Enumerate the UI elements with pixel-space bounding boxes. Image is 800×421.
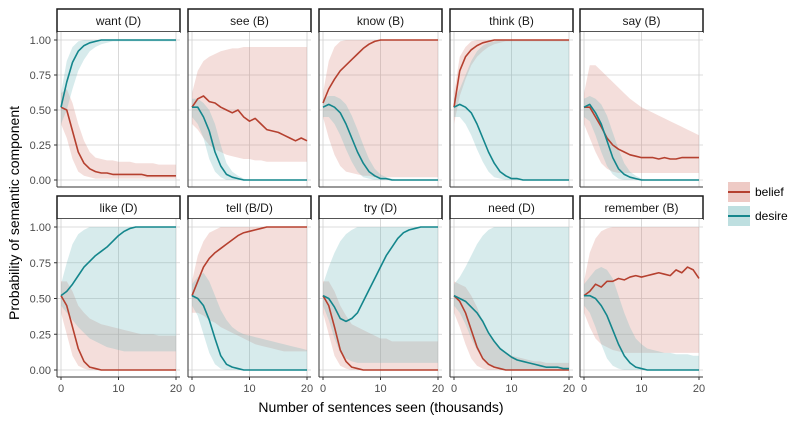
legend-label: desire: [755, 209, 788, 223]
legend: belief desire: [728, 182, 788, 226]
desire-series-line: [60, 226, 176, 297]
x-tick-label: 10: [505, 383, 517, 395]
x-tick-label: 20: [432, 383, 444, 395]
x-tick-label: 10: [374, 383, 386, 395]
facet-title: tell (B/D): [226, 201, 273, 215]
y-tick-labels: 0.00 0.25 0.50 0.75 1.00 0.00 0.25 0.50 0.75 1.00: [30, 35, 57, 377]
y-tick-label: 0.00: [30, 365, 51, 377]
belief-series-line: [191, 95, 308, 142]
belief-interval-band: [454, 40, 569, 124]
x-tick-label: 0: [189, 383, 195, 395]
facet-panel: need (D): [449, 195, 574, 378]
desire-interval-band: [454, 227, 569, 370]
desire-series-line: [191, 294, 307, 371]
y-tick-label: 1.00: [30, 222, 51, 234]
x-tick-labels: 0 10 20 0 10 20 0 10 20 0 10 20 0 10 20: [58, 377, 705, 395]
facet-panel: remember (B): [579, 195, 704, 378]
facet-panel: tell (B/D): [187, 195, 312, 378]
desire-series-line: [60, 39, 176, 108]
desire-interval-band: [61, 227, 176, 352]
facet-panel: want (D): [56, 8, 181, 188]
panels-layer: want (D) see (B) know (B) think (B) say (B) l…: [56, 8, 704, 378]
x-tick-label: 20: [301, 383, 313, 395]
desire-interval-band: [584, 267, 699, 370]
facet-panel: see (B): [187, 8, 312, 188]
y-tick-label: 0.25: [30, 329, 51, 341]
desire-interval-band: [454, 40, 569, 180]
facet-title: like (D): [100, 201, 138, 215]
x-axis-title: Number of sentences seen (thousands): [258, 399, 503, 415]
y-tick-label: 0.50: [30, 294, 51, 306]
facet-title: want (D): [95, 14, 141, 28]
x-tick-label: 0: [320, 383, 326, 395]
belief-interval-band: [192, 227, 307, 352]
y-tick-label: 0.50: [30, 105, 51, 117]
belief-series-line: [453, 39, 569, 108]
facet-panel: think (B): [449, 8, 574, 188]
facet-title: remember (B): [604, 201, 678, 215]
desire-interval-band: [61, 40, 176, 124]
x-tick-label: 10: [243, 383, 255, 395]
belief-interval-band: [61, 281, 176, 370]
x-tick-label: 20: [170, 383, 182, 395]
y-tick-label: 0.75: [30, 258, 51, 270]
x-tick-label: 20: [563, 383, 575, 395]
x-tick-label: 0: [451, 383, 457, 395]
belief-series-line: [191, 226, 307, 296]
facet-title: say (B): [622, 14, 660, 28]
facet-panel: know (B): [318, 8, 443, 188]
facet-title: think (B): [489, 14, 534, 28]
y-tick-label: 0.00: [30, 175, 51, 187]
desire-series-line: [322, 226, 438, 323]
facet-panel: like (D): [56, 195, 181, 378]
belief-interval-band: [61, 89, 176, 179]
facet-panel: try (D): [318, 195, 443, 378]
belief-interval-band: [454, 281, 569, 370]
facet-title: know (B): [357, 14, 404, 28]
x-tick-label: 10: [112, 383, 124, 395]
legend-label: belief: [755, 185, 784, 199]
desire-interval-band: [323, 96, 438, 180]
y-tick-label: 0.75: [30, 70, 51, 82]
belief-series-line: [583, 266, 700, 297]
legend-item-desire: desire: [728, 206, 788, 226]
x-tick-label: 0: [58, 383, 64, 395]
desire-interval-band: [323, 227, 438, 363]
belief-series-line: [60, 295, 176, 371]
x-tick-label: 10: [635, 383, 647, 395]
belief-interval-band: [584, 227, 699, 353]
facet-title: try (D): [364, 201, 397, 215]
desire-series-line: [584, 294, 699, 371]
belief-interval-band: [323, 40, 438, 178]
y-tick-label: 1.00: [30, 35, 51, 47]
belief-interval-band: [584, 65, 699, 173]
facet-title: see (B): [230, 14, 269, 28]
belief-series-line: [453, 295, 569, 371]
desire-series-line: [583, 103, 699, 181]
legend-item-belief: belief: [728, 182, 784, 202]
desire-series-line: [192, 106, 307, 181]
x-tick-label: 0: [581, 383, 587, 395]
y-axis-title: Probability of semantic component: [6, 106, 22, 320]
belief-interval-band: [323, 281, 438, 370]
y-tick-label: 0.25: [30, 140, 51, 152]
belief-series-line: [322, 39, 438, 104]
desire-interval-band: [192, 272, 307, 370]
belief-series-line: [322, 295, 438, 371]
desire-series-line: [322, 103, 438, 181]
belief-series-line: [60, 106, 176, 177]
desire-interval-band: [192, 98, 307, 180]
desire-series-line: [453, 294, 569, 370]
facet-panel: say (B): [579, 8, 704, 188]
facet-title: need (D): [488, 201, 535, 215]
desire-series-line: [453, 103, 569, 181]
x-tick-label: 20: [693, 383, 705, 395]
